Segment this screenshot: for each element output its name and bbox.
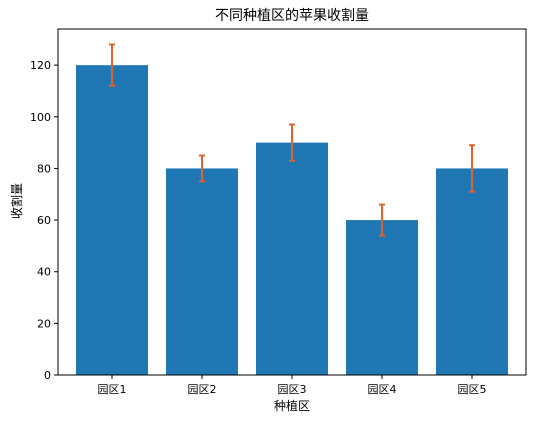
bar-3: [256, 142, 328, 375]
plot-area: 园区1 园区2 园区3 园区4 园区5 0 20 40 60 80 100 120: [30, 28, 527, 396]
y-tick-label-60: 60: [37, 214, 51, 227]
y-axis-label: 收割量: [9, 183, 24, 219]
bar-4: [346, 220, 418, 375]
y-tick-label-0: 0: [44, 369, 51, 382]
bar-1: [76, 65, 148, 376]
x-tick-label-2: 园区2: [188, 383, 217, 396]
y-tick-label-120: 120: [30, 59, 51, 72]
plot-frame: [57, 28, 527, 376]
x-axis-label: 种植区: [274, 398, 310, 413]
y-tick-label-40: 40: [37, 266, 51, 279]
x-tick-label-5: 园区5: [458, 383, 487, 396]
bar-5: [436, 168, 508, 375]
y-tick-label-20: 20: [37, 317, 51, 330]
chart-title: 不同种植区的苹果收割量: [215, 7, 369, 24]
x-tick-label-4: 园区4: [368, 383, 397, 396]
x-tick-label-3: 园区3: [278, 383, 307, 396]
bar-2: [166, 168, 238, 375]
y-tick-label-100: 100: [30, 111, 51, 124]
y-tick-label-80: 80: [37, 162, 51, 175]
x-tick-label-1: 园区1: [98, 383, 127, 396]
